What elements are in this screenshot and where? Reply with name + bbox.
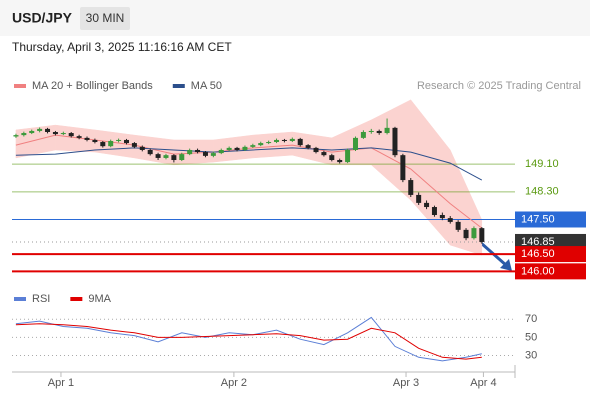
candle-body: [400, 155, 406, 181]
legend-swatch: [70, 297, 83, 301]
level-label: 146.50: [521, 248, 555, 260]
candle-body: [337, 160, 343, 163]
candle-body: [250, 145, 256, 147]
candle-body: [155, 154, 161, 158]
level-label: 148.30: [525, 186, 559, 198]
candle-body: [100, 142, 106, 147]
candle-body: [479, 228, 485, 242]
symbol: USD/JPY: [12, 10, 73, 26]
candle-body: [416, 194, 422, 203]
candle-body: [171, 155, 177, 161]
candle-body: [439, 214, 445, 219]
x-tick-label: Apr 4: [470, 377, 496, 389]
candle-body: [29, 130, 35, 134]
candle-body: [52, 132, 58, 135]
x-tick-label: Apr 1: [48, 377, 74, 389]
y-tick-label: 50: [525, 331, 537, 343]
candle-body: [179, 154, 185, 161]
level-box: [515, 211, 586, 228]
candle-body: [447, 218, 453, 222]
level-box: [515, 233, 586, 250]
candle-body: [455, 221, 461, 230]
candle-body: [329, 155, 335, 161]
candle-body: [147, 149, 153, 155]
interval-box[interactable]: [80, 7, 130, 30]
candle-body: [123, 139, 129, 144]
candle-body: [305, 145, 311, 148]
legend-label: RSI: [32, 293, 50, 305]
candle-body: [13, 135, 19, 137]
legend-label: 9MA: [88, 293, 111, 305]
candle-body: [45, 128, 51, 132]
level-label: 149.10: [525, 158, 559, 170]
candle-body: [84, 137, 90, 140]
candle-body: [408, 180, 414, 195]
candle-body: [116, 139, 122, 141]
arrow-head: [500, 259, 512, 271]
interval[interactable]: 30 MIN: [86, 11, 125, 25]
candle-body: [163, 155, 169, 158]
candle-body: [187, 149, 193, 155]
candle-body: [384, 127, 390, 134]
y-tick-label: 30: [525, 349, 537, 361]
candle-body: [321, 152, 327, 156]
candle-body: [258, 143, 264, 146]
candle-body: [281, 139, 287, 141]
candle-body: [274, 139, 280, 143]
timestamp: Thursday, April 3, 2025 11:16:16 AM CET: [12, 40, 232, 54]
credit: Research © 2025 Trading Central: [417, 80, 581, 92]
candle-body: [368, 130, 374, 132]
level-box: [515, 263, 586, 280]
candle-body: [139, 146, 145, 150]
candle-body: [352, 137, 358, 150]
candle-body: [21, 133, 27, 136]
candle-body: [431, 207, 437, 215]
series-line: [15, 323, 482, 360]
candle-body: [218, 149, 224, 154]
candle-body: [60, 133, 66, 135]
candle-body: [297, 138, 303, 146]
level-label: 147.50: [521, 213, 555, 225]
legend-swatch: [14, 297, 26, 301]
candle-body: [195, 149, 201, 153]
candle-body: [76, 136, 82, 138]
candle-body: [108, 140, 114, 147]
legend-label: MA 50: [191, 80, 222, 92]
candle-body: [266, 142, 272, 144]
candle-body: [234, 147, 240, 150]
level-label: 146.85: [521, 236, 555, 248]
candle-body: [345, 149, 351, 163]
candle-body: [68, 133, 74, 137]
level-label: 146.00: [521, 265, 555, 277]
x-tick-label: Apr 3: [393, 377, 419, 389]
legend-label: MA 20 + Bollinger Bands: [32, 80, 153, 92]
candle-body: [471, 228, 477, 239]
candle-body: [131, 143, 137, 147]
series-line: [15, 147, 483, 181]
candle-body: [424, 202, 430, 208]
candle-body: [202, 152, 208, 156]
candle-body: [313, 147, 319, 153]
candle-body: [392, 127, 398, 156]
legend-swatch: [172, 84, 185, 88]
legend-swatch: [14, 84, 26, 88]
y-tick-label: 70: [525, 313, 537, 325]
candle-body: [92, 139, 98, 143]
candle-body: [242, 146, 248, 150]
level-box: [515, 246, 586, 263]
candle-body: [289, 138, 295, 141]
x-tick-label: Apr 2: [221, 377, 247, 389]
candle-body: [37, 128, 43, 131]
candle-body: [210, 153, 216, 156]
candle-body: [360, 132, 366, 138]
candle-body: [463, 229, 469, 239]
candle-body: [226, 147, 232, 150]
candle-body: [376, 130, 382, 134]
